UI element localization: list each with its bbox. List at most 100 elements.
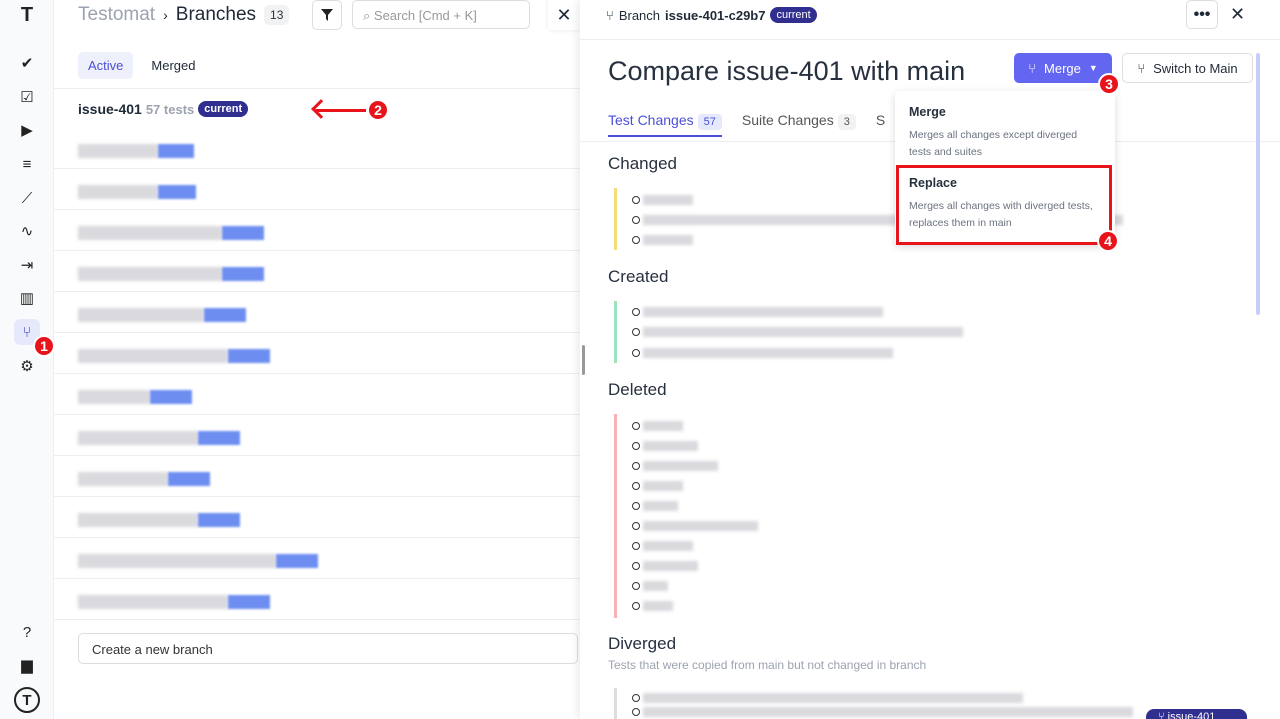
more-button[interactable]: ••• (1186, 0, 1218, 29)
test-item[interactable] (632, 420, 683, 432)
import-icon[interactable]: ⇥ (20, 257, 34, 274)
circle-icon (632, 482, 640, 490)
divider (54, 537, 580, 538)
deleted-bar (614, 414, 617, 618)
branch-test-count: 57 tests (145, 101, 195, 117)
tab-active[interactable]: Active (78, 52, 134, 79)
tab-third[interactable]: S (875, 112, 886, 128)
circle-icon (632, 462, 640, 470)
branch-row[interactable] (78, 308, 246, 322)
branch-row[interactable] (78, 226, 264, 240)
steps-icon[interactable]: ⟋ (21, 189, 33, 207)
branch-icon[interactable]: ⑂ (14, 319, 40, 345)
test-item[interactable] (632, 214, 1123, 226)
branch-row[interactable] (78, 349, 270, 363)
test-item[interactable] (632, 706, 1133, 718)
branch-row[interactable] (78, 144, 194, 158)
sidebar: T ✔ ☑ ▶ ≡ ⟋ ∿ ⇥ ▥ ⑂ ⚙ ? ▆ T (0, 0, 54, 719)
test-item[interactable] (632, 520, 758, 532)
play-icon[interactable]: ▶ (21, 122, 33, 139)
circle-icon (632, 349, 640, 357)
branch-row[interactable] (78, 513, 240, 527)
test-item[interactable] (632, 326, 963, 338)
merge-icon: ⑂ (1028, 60, 1037, 76)
branch-icon: ⑂ (606, 7, 614, 23)
branch-row[interactable] (78, 431, 240, 445)
create-branch-input[interactable]: Create a new branch (78, 633, 578, 664)
test-item[interactable] (632, 540, 693, 552)
divider (580, 39, 1280, 40)
merge-icon: ⑂ (1137, 60, 1146, 76)
gear-icon[interactable]: ⚙ (20, 358, 34, 375)
annotation-arrow (316, 109, 366, 112)
close-icon[interactable]: ✕ (548, 0, 580, 30)
branch-row[interactable] (78, 554, 318, 568)
branch-floating-badge[interactable]: ⑂ issue-401 (1146, 709, 1247, 719)
caret-down-icon: ▼ (1088, 63, 1098, 73)
test-item[interactable] (632, 440, 698, 452)
dropdown-option-replace[interactable]: Replace Merges all changes with diverged … (909, 176, 1093, 229)
divider (54, 332, 580, 333)
test-item[interactable] (632, 460, 718, 472)
test-item[interactable] (632, 306, 883, 318)
tab-test-changes[interactable]: Test Changes 57 (608, 112, 722, 137)
divider (54, 455, 580, 456)
section-changed: Changed (608, 154, 678, 173)
branch-row[interactable] (78, 595, 270, 609)
profile-icon[interactable]: T (14, 687, 40, 713)
help-icon[interactable]: ? (22, 623, 32, 641)
scrollbar[interactable] (1256, 53, 1260, 315)
test-item[interactable] (632, 234, 693, 246)
tab-merged[interactable]: Merged (151, 58, 196, 73)
branch-row[interactable] (78, 472, 210, 486)
circle-icon (632, 308, 640, 316)
clipboard-check-icon[interactable]: ☑ (20, 89, 34, 106)
annotation-highlight (896, 165, 1112, 245)
divider (54, 209, 580, 210)
branch-count: 13 (264, 5, 290, 25)
test-item[interactable] (632, 580, 668, 592)
test-item[interactable] (632, 347, 893, 359)
test-item[interactable] (632, 480, 683, 492)
test-item[interactable] (632, 600, 673, 612)
test-item[interactable] (632, 692, 1023, 704)
switch-to-main-button[interactable]: ⑂ Switch to Main (1122, 53, 1253, 83)
filter-button[interactable] (312, 0, 342, 30)
folder-icon[interactable]: ▆ (21, 657, 33, 674)
created-bar (614, 301, 617, 363)
dropdown-option-merge[interactable]: Merge Merges all changes except diverged … (909, 105, 1078, 158)
current-badge: current (198, 101, 249, 117)
test-item[interactable] (632, 500, 678, 512)
logo-icon[interactable]: T (20, 3, 34, 26)
branch-row[interactable] (78, 267, 264, 281)
divider (54, 250, 580, 251)
merge-button[interactable]: ⑂ Merge ▼ (1014, 53, 1112, 83)
merge-label: Merge (1044, 60, 1081, 76)
branch-row-current[interactable]: issue-401 57 tests current (78, 101, 249, 117)
diverged-bar (614, 688, 617, 719)
resize-handle[interactable] (582, 345, 585, 375)
search-input[interactable]: ⌕ Search [Cmd + K] (352, 0, 530, 29)
divider (54, 291, 580, 292)
test-item[interactable] (632, 560, 698, 572)
circle-icon (632, 708, 640, 716)
branch-header: ⑂ Branch issue-401-c29b7 current (606, 7, 817, 23)
check-icon[interactable]: ✔ (20, 55, 34, 72)
divider (54, 496, 580, 497)
divider (54, 373, 580, 374)
divider (54, 619, 580, 620)
close-icon[interactable]: ✕ (1230, 4, 1246, 24)
branch-row[interactable] (78, 185, 196, 199)
list-check-icon[interactable]: ≡ (22, 155, 32, 173)
branch-row[interactable] (78, 390, 192, 404)
pulse-icon[interactable]: ∿ (20, 223, 34, 240)
test-item[interactable] (632, 194, 693, 206)
merge-dropdown: Merge Merges all changes except diverged … (895, 91, 1115, 245)
circle-icon (632, 216, 640, 224)
breadcrumb-app[interactable]: Testomat (78, 4, 156, 25)
divider (54, 88, 580, 89)
chart-icon[interactable]: ▥ (19, 290, 35, 307)
breadcrumb-separator: › (163, 7, 168, 23)
branches-panel: Testomat › Branches 13 ⌕ Search [Cmd + K… (54, 0, 580, 719)
tab-suite-changes[interactable]: Suite Changes 3 (742, 112, 856, 137)
